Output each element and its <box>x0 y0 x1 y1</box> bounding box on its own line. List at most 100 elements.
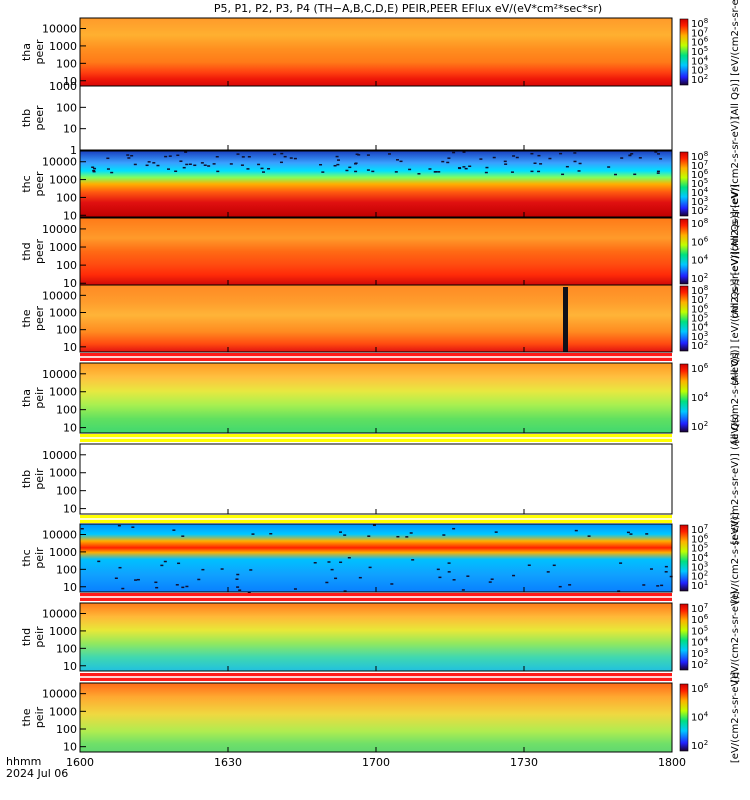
noise-pixel <box>273 154 276 156</box>
noise-pixel <box>169 155 172 157</box>
y-axis-label: peer <box>33 105 46 131</box>
colorbar-tick-label: 102 <box>691 739 708 752</box>
colorbar-tick-exponent: 3 <box>704 195 708 203</box>
noise-pixel <box>183 167 186 169</box>
noise-pixel <box>553 565 556 567</box>
noise-pixel <box>106 158 109 160</box>
noise-pixel <box>627 532 630 534</box>
y-tick-label: 1000 <box>49 386 77 399</box>
y-tick-label: 100 <box>56 191 77 204</box>
noise-pixel <box>148 161 151 163</box>
noise-pixel <box>127 157 130 159</box>
colorbar-tick-exponent: 2 <box>704 739 708 747</box>
colorbar-tick-exponent: 2 <box>704 570 708 578</box>
noise-pixel <box>479 158 482 160</box>
noise-pixel <box>578 170 581 172</box>
noise-pixel <box>221 568 224 570</box>
noise-pixel <box>465 168 468 170</box>
noise-pixel <box>657 153 660 155</box>
noise-pixel <box>656 585 659 587</box>
y-axis-label: the <box>20 309 33 327</box>
y-tick-label: 10000 <box>42 223 77 236</box>
noise-pixel <box>495 531 498 533</box>
noise-pixel <box>119 567 122 569</box>
noise-pixel <box>367 169 370 171</box>
noise-pixel <box>246 168 249 170</box>
colorbar-tick-exponent: 6 <box>704 362 709 370</box>
y-axis-label: thc <box>20 175 33 192</box>
noise-pixel <box>93 168 96 170</box>
noise-pixel <box>280 162 283 164</box>
noise-pixel <box>441 161 444 163</box>
noise-pixel <box>453 579 456 581</box>
colorbar-tick-label: 106 <box>691 235 709 248</box>
colorbar <box>680 152 688 216</box>
colorbar <box>680 19 688 85</box>
y-tick-label: 10 <box>63 422 77 435</box>
y-tick-label: 100 <box>56 642 77 655</box>
y-axis-label: peer <box>33 171 46 197</box>
y-tick-label: 100 <box>56 101 77 114</box>
noise-pixel <box>354 163 357 165</box>
noise-pixel <box>155 587 158 589</box>
noise-pixel <box>213 163 216 165</box>
noise-pixel <box>396 159 399 161</box>
noise-pixel <box>131 526 134 528</box>
noise-pixel <box>642 584 645 586</box>
noise-pixel <box>396 536 399 538</box>
noise-pixel <box>485 167 488 169</box>
noise-pixel <box>462 166 465 168</box>
colorbar-tick-exponent: 5 <box>704 312 708 320</box>
noise-pixel <box>249 569 252 571</box>
spectrogram-fill <box>80 285 672 352</box>
noise-pixel <box>359 577 362 579</box>
colorbar-tick-exponent: 2 <box>704 658 708 666</box>
noise-pixel <box>485 172 488 174</box>
flag-band-centerline <box>80 437 672 439</box>
flag-band-centerline <box>80 596 672 598</box>
noise-pixel <box>154 582 157 584</box>
y-axis-label: peir <box>33 468 46 490</box>
noise-pixel <box>336 164 339 166</box>
noise-pixel <box>339 531 342 533</box>
panel-the-peir: 10100100010000the peir102104106 [eV/(cm2-s… <box>20 672 741 763</box>
noise-pixel <box>539 163 542 165</box>
y-tick-label: 100 <box>56 485 77 498</box>
y-axis-label: tha <box>20 43 33 61</box>
colorbar-tick-exponent: 4 <box>704 321 709 329</box>
y-tick-label: 10 <box>63 277 77 290</box>
noise-pixel <box>367 154 370 156</box>
colorbar-tick-exponent: 2 <box>704 339 708 347</box>
noise-pixel <box>573 152 576 154</box>
noise-pixel <box>236 586 239 588</box>
time-tick-label-1: 1630 <box>214 756 242 769</box>
noise-pixel <box>620 157 623 159</box>
noise-pixel <box>334 165 337 167</box>
panel-thb-peer: 1101001000thb peer <box>20 80 672 157</box>
noise-pixel <box>207 165 210 167</box>
colorbar-tick-exponent: 5 <box>704 177 708 185</box>
colorbar-tick-exponent: 6 <box>704 613 709 621</box>
colorbar-label: (All Qs)] [eV/(cm2-s-sr-eV)] <box>730 0 741 119</box>
noise-pixel <box>236 574 239 576</box>
noise-pixel <box>290 157 293 159</box>
noise-pixel <box>238 589 241 591</box>
noise-pixel <box>230 163 233 165</box>
colorbar-tick-exponent: 5 <box>704 624 708 632</box>
noise-pixel <box>118 525 121 527</box>
colorbar-tick-exponent: 6 <box>704 302 709 310</box>
panel-tha-peir: 10 100 1000 10000 tha peir 102 104 106 [eV/(cm2-s… <box>20 352 741 443</box>
colorbar-tick-exponent: 3 <box>704 560 708 568</box>
noise-pixel <box>314 562 317 564</box>
figure-title: P5, P1, P2, P3, P4 (TH−A,B,C,D,E) PEIR,P… <box>214 2 602 15</box>
noise-pixel <box>269 533 272 535</box>
noise-pixel <box>547 571 550 573</box>
noise-pixel <box>248 156 251 158</box>
noise-pixel <box>81 528 84 530</box>
colorbar-tick-exponent: 2 <box>704 204 708 212</box>
noise-pixel <box>336 156 339 158</box>
noise-pixel <box>174 171 177 173</box>
noise-pixel <box>437 171 440 173</box>
y-tick-label: 100 <box>56 259 77 272</box>
noise-pixel <box>345 170 348 172</box>
